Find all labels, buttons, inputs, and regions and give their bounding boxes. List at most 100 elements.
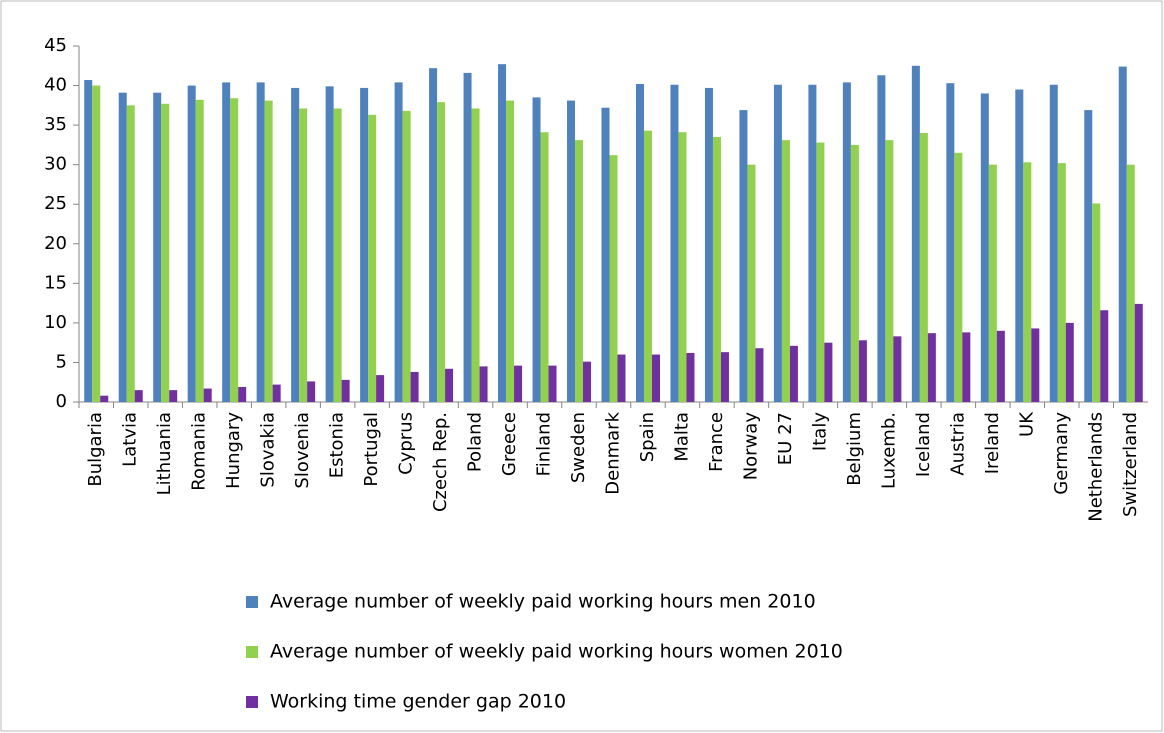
x-tick-label: Estonia xyxy=(327,412,348,478)
bar xyxy=(686,352,695,402)
bar xyxy=(1118,66,1127,403)
bar xyxy=(919,133,928,402)
bar xyxy=(187,85,196,403)
bar xyxy=(747,164,756,402)
bar xyxy=(720,352,729,402)
bar xyxy=(169,390,178,402)
bar xyxy=(808,84,817,403)
bar xyxy=(203,388,212,402)
x-tick-label: Sweden xyxy=(568,412,589,483)
bar xyxy=(643,130,652,402)
bar xyxy=(238,386,247,402)
bar xyxy=(118,92,127,403)
y-tick-label: 25 xyxy=(44,193,67,214)
x-tick-label: Czech Rep. xyxy=(430,412,451,512)
bar xyxy=(299,108,308,403)
bar xyxy=(739,110,748,402)
bar xyxy=(463,72,472,403)
y-tick-label: 5 xyxy=(56,351,67,372)
bar xyxy=(885,140,894,403)
bar xyxy=(333,108,342,403)
x-tick-label: Greece xyxy=(499,412,520,476)
bar xyxy=(575,140,584,403)
legend-label: Average number of weekly paid working ho… xyxy=(270,641,843,663)
x-tick-label: Slovenia xyxy=(292,412,313,489)
bar xyxy=(1023,162,1032,402)
x-tick-label: Switzerland xyxy=(1120,412,1141,517)
x-tick-label: Portugal xyxy=(361,412,382,487)
x-tick-label: Austria xyxy=(947,412,968,476)
x-tick-label: EU 27 xyxy=(775,412,796,465)
x-tick-label: Poland xyxy=(465,412,486,472)
bar xyxy=(230,98,239,403)
bar xyxy=(540,132,549,402)
bar xyxy=(498,64,507,402)
bar xyxy=(962,332,971,402)
bar xyxy=(410,371,419,402)
bar xyxy=(824,342,833,402)
x-tick-label: Iceland xyxy=(913,412,934,477)
bar xyxy=(84,80,93,403)
bar xyxy=(437,102,446,403)
bar xyxy=(100,395,109,402)
bar xyxy=(325,86,334,402)
bar xyxy=(567,100,576,402)
bar xyxy=(609,155,618,402)
bar xyxy=(858,340,867,402)
legend-label: Average number of weekly paid working ho… xyxy=(270,591,816,613)
bar xyxy=(651,354,660,402)
bar xyxy=(1049,84,1058,403)
bar xyxy=(1084,110,1093,402)
bar xyxy=(1134,303,1143,402)
y-tick-label: 15 xyxy=(44,272,67,293)
bar xyxy=(927,333,936,402)
bar xyxy=(222,82,231,402)
bar xyxy=(479,366,488,402)
bar xyxy=(195,99,204,402)
x-tick-label: Ireland xyxy=(982,412,1003,474)
bar xyxy=(1092,203,1101,402)
bar xyxy=(445,368,454,402)
bar xyxy=(1100,310,1109,402)
bar xyxy=(376,375,385,402)
bar xyxy=(126,105,135,402)
bar xyxy=(755,348,764,402)
x-tick-label: Cyprus xyxy=(396,412,417,475)
x-tick-label: Luxemb. xyxy=(878,412,899,489)
bar xyxy=(471,108,480,403)
bar xyxy=(548,365,557,402)
x-tick-label: UK xyxy=(1016,411,1037,437)
x-tick-label: Netherlands xyxy=(1085,412,1106,522)
legend-swatch xyxy=(246,696,258,708)
bar xyxy=(134,390,143,402)
x-tick-label: Germany xyxy=(1051,412,1072,495)
bar xyxy=(429,68,438,402)
bar xyxy=(1065,322,1074,402)
x-tick-label: Bulgaria xyxy=(85,412,106,487)
bar xyxy=(635,83,644,403)
bar xyxy=(368,114,377,403)
bar xyxy=(92,85,101,403)
bar xyxy=(532,97,541,402)
x-tick-label: Italy xyxy=(809,412,830,451)
bar xyxy=(946,83,955,402)
bar xyxy=(954,152,963,402)
legend-label: Working time gender gap 2010 xyxy=(270,691,566,713)
bar xyxy=(360,87,369,402)
legend-swatch xyxy=(246,646,258,658)
y-tick-label: 35 xyxy=(44,114,67,135)
bar xyxy=(514,365,523,402)
bar xyxy=(988,164,997,402)
y-tick-label: 0 xyxy=(56,391,67,412)
x-tick-label: Lithuania xyxy=(154,412,175,495)
y-tick-label: 40 xyxy=(44,75,67,96)
x-tick-label: Slovakia xyxy=(258,412,279,488)
bar xyxy=(256,82,265,402)
bar xyxy=(601,107,610,402)
bar xyxy=(980,93,989,402)
bar xyxy=(264,100,273,402)
bar xyxy=(773,84,782,403)
bar xyxy=(583,361,592,402)
bar xyxy=(307,381,316,402)
